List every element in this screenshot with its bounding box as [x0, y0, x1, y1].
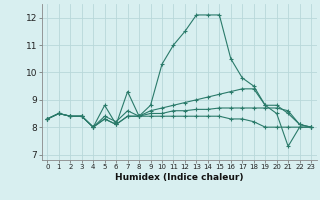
X-axis label: Humidex (Indice chaleur): Humidex (Indice chaleur)	[115, 173, 244, 182]
